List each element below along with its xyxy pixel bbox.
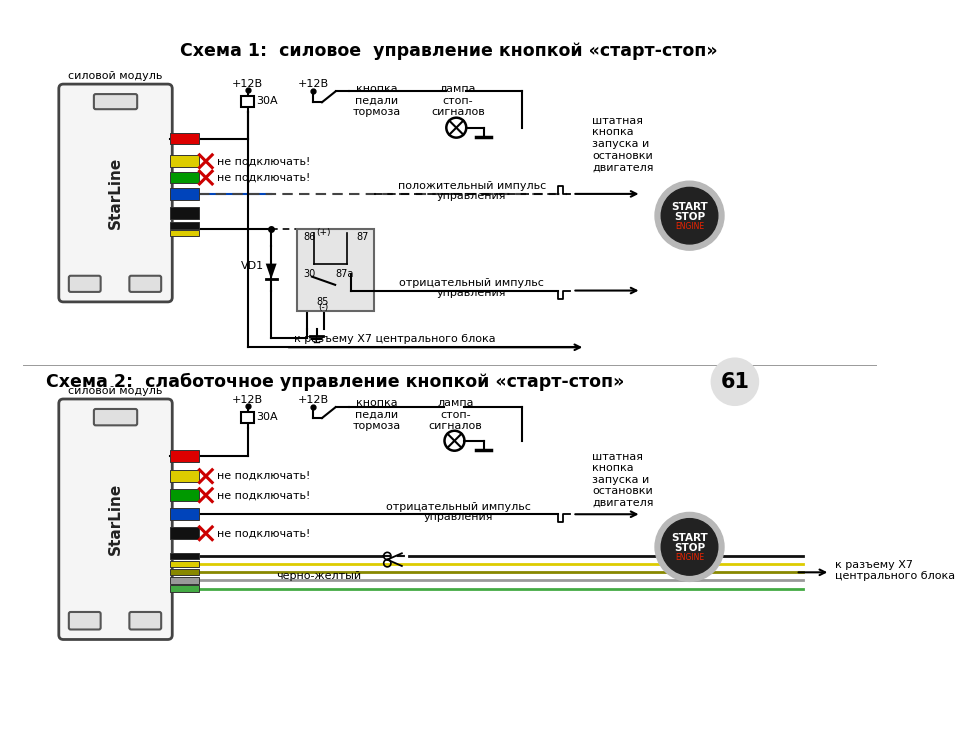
Text: Схема 2:  слаботочное управление кнопкой «старт-стоп»: Схема 2: слаботочное управление кнопкой … bbox=[46, 372, 625, 391]
Text: отрицательный импульс: отрицательный импульс bbox=[386, 502, 531, 511]
Text: к разъему Х7: к разъему Х7 bbox=[834, 560, 913, 570]
Text: START: START bbox=[671, 533, 708, 543]
Text: кнопка
педали
тормоза: кнопка педали тормоза bbox=[352, 84, 400, 118]
Text: не подключать!: не подключать! bbox=[217, 173, 310, 183]
Circle shape bbox=[655, 181, 724, 251]
Text: лампа
стоп-
сигналов: лампа стоп- сигналов bbox=[428, 398, 482, 432]
Text: STOP: STOP bbox=[674, 543, 705, 553]
Bar bbox=[170, 155, 199, 167]
Bar bbox=[241, 96, 254, 106]
Bar bbox=[170, 470, 199, 482]
Text: ENGINE: ENGINE bbox=[675, 554, 704, 562]
Text: не подключать!: не подключать! bbox=[217, 528, 310, 538]
Text: управления: управления bbox=[423, 511, 492, 522]
Text: 61: 61 bbox=[720, 372, 750, 392]
Bar bbox=[170, 569, 199, 576]
Text: 86: 86 bbox=[303, 231, 315, 242]
Bar bbox=[170, 171, 199, 183]
Text: не подключать!: не подключать! bbox=[217, 490, 310, 500]
Text: штатная
кнопка
запуска и
остановки
двигателя: штатная кнопка запуска и остановки двига… bbox=[592, 452, 654, 508]
Bar bbox=[170, 230, 199, 236]
Text: 30: 30 bbox=[303, 269, 315, 279]
Bar bbox=[170, 489, 199, 501]
Text: +12В: +12В bbox=[232, 79, 263, 89]
Text: штатная
кнопка
запуска и
остановки
двигателя: штатная кнопка запуска и остановки двига… bbox=[592, 116, 654, 172]
Bar bbox=[170, 188, 199, 200]
Bar bbox=[170, 585, 199, 592]
Text: отрицательный импульс: отрицательный импульс bbox=[399, 278, 544, 287]
Text: лампа
стоп-
сигналов: лампа стоп- сигналов bbox=[431, 84, 485, 118]
FancyBboxPatch shape bbox=[130, 612, 161, 630]
Bar bbox=[170, 528, 199, 539]
Circle shape bbox=[655, 512, 724, 582]
Bar bbox=[170, 450, 199, 462]
Text: 87а: 87а bbox=[335, 269, 353, 279]
FancyBboxPatch shape bbox=[69, 276, 101, 292]
Text: 30А: 30А bbox=[256, 412, 278, 422]
Text: START: START bbox=[671, 202, 708, 211]
Bar bbox=[170, 577, 199, 584]
Text: +12В: +12В bbox=[298, 79, 328, 89]
Circle shape bbox=[661, 519, 718, 575]
Text: StarLine: StarLine bbox=[108, 157, 123, 229]
Text: черно-желтый: черно-желтый bbox=[276, 571, 362, 581]
FancyBboxPatch shape bbox=[94, 409, 137, 426]
Text: (+): (+) bbox=[317, 228, 331, 237]
Text: не подключать!: не подключать! bbox=[217, 156, 310, 166]
FancyBboxPatch shape bbox=[94, 94, 137, 109]
Text: к разъему Х7 центрального блока: к разъему Х7 центрального блока bbox=[294, 333, 495, 344]
Text: 30А: 30А bbox=[256, 96, 278, 106]
Bar bbox=[170, 222, 199, 229]
FancyBboxPatch shape bbox=[59, 84, 172, 302]
FancyBboxPatch shape bbox=[69, 612, 101, 630]
Bar bbox=[170, 508, 199, 520]
Text: STOP: STOP bbox=[674, 211, 705, 222]
Text: VD1: VD1 bbox=[241, 261, 264, 271]
Text: (-): (-) bbox=[319, 303, 328, 312]
Bar bbox=[297, 229, 373, 311]
Text: StarLine: StarLine bbox=[108, 483, 123, 556]
Bar bbox=[170, 207, 199, 219]
Text: 87: 87 bbox=[356, 231, 369, 242]
Text: центрального блока: центрального блока bbox=[834, 571, 955, 581]
Bar bbox=[241, 412, 254, 423]
Circle shape bbox=[661, 188, 718, 244]
Text: кнопка
педали
тормоза: кнопка педали тормоза bbox=[352, 398, 400, 432]
Text: 85: 85 bbox=[317, 297, 329, 307]
FancyBboxPatch shape bbox=[59, 399, 172, 639]
Text: +12В: +12В bbox=[232, 395, 263, 405]
FancyBboxPatch shape bbox=[130, 276, 161, 292]
Text: управления: управления bbox=[437, 287, 507, 298]
Text: Схема 1:  силовое  управление кнопкой «старт-стоп»: Схема 1: силовое управление кнопкой «ста… bbox=[180, 41, 718, 60]
Text: положительный импульс: положительный импульс bbox=[397, 181, 546, 191]
Text: +12В: +12В bbox=[298, 395, 328, 405]
Circle shape bbox=[711, 358, 758, 406]
Text: управления: управления bbox=[437, 191, 507, 201]
Bar bbox=[170, 132, 199, 144]
Polygon shape bbox=[266, 264, 276, 279]
Bar bbox=[170, 561, 199, 568]
Bar bbox=[170, 553, 199, 559]
Text: ENGINE: ENGINE bbox=[675, 222, 704, 231]
Text: не подключать!: не подключать! bbox=[217, 471, 310, 481]
Text: силовой модуль: силовой модуль bbox=[68, 386, 162, 396]
Text: силовой модуль: силовой модуль bbox=[68, 72, 162, 81]
